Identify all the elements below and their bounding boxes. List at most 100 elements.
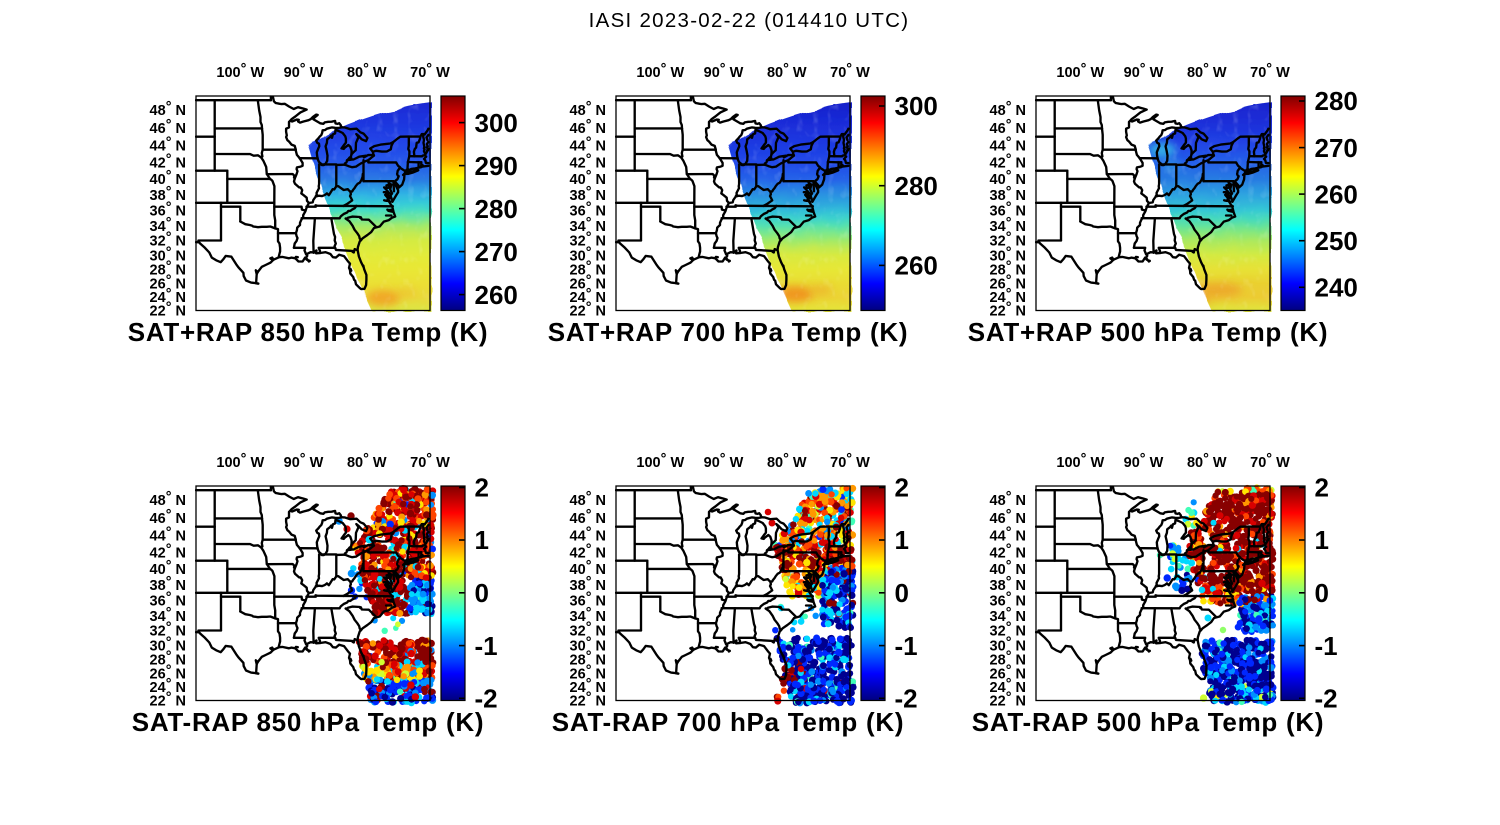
svg-text:SAT+RAP 500 hPa Temp (K): SAT+RAP 500 hPa Temp (K) [968,317,1328,347]
svg-text:100° W: 100° W [636,61,684,81]
svg-text:42° N: 42° N [150,152,186,172]
svg-text:80° W: 80° W [1187,451,1227,471]
svg-text:300: 300 [475,108,518,138]
svg-text:42° N: 42° N [150,542,186,562]
svg-text:30° N: 30° N [570,635,606,655]
svg-text:22° N: 22° N [150,690,186,710]
svg-text:80° W: 80° W [767,61,807,81]
svg-text:46° N: 46° N [570,508,606,528]
svg-text:-2: -2 [475,684,498,714]
svg-text:70° W: 70° W [410,451,450,471]
svg-text:26° N: 26° N [570,663,606,683]
svg-text:28° N: 28° N [570,649,606,669]
svg-text:34° N: 34° N [570,605,606,625]
svg-text:44° N: 44° N [990,135,1026,155]
svg-text:1: 1 [475,525,489,555]
svg-text:26° N: 26° N [990,273,1026,293]
svg-text:90° W: 90° W [704,61,744,81]
svg-text:30° N: 30° N [990,245,1026,265]
svg-text:80° W: 80° W [347,61,387,81]
svg-text:46° N: 46° N [150,508,186,528]
svg-text:28° N: 28° N [570,259,606,279]
svg-text:-2: -2 [895,684,918,714]
svg-text:40° N: 40° N [570,559,606,579]
svg-text:290: 290 [475,151,518,181]
svg-text:100° W: 100° W [216,61,264,81]
svg-text:90° W: 90° W [704,451,744,471]
svg-text:36° N: 36° N [990,590,1026,610]
svg-text:46° N: 46° N [990,118,1026,138]
svg-text:48° N: 48° N [570,99,606,119]
svg-text:32° N: 32° N [570,620,606,640]
svg-text:70° W: 70° W [830,451,870,471]
svg-text:40° N: 40° N [990,169,1026,189]
svg-text:34° N: 34° N [990,605,1026,625]
svg-text:240: 240 [1315,273,1358,303]
svg-text:42° N: 42° N [990,542,1026,562]
svg-text:46° N: 46° N [570,118,606,138]
svg-text:40° N: 40° N [150,559,186,579]
svg-text:28° N: 28° N [150,649,186,669]
svg-text:80° W: 80° W [767,451,807,471]
svg-text:0: 0 [475,578,489,608]
svg-text:34° N: 34° N [150,605,186,625]
svg-text:280: 280 [1315,86,1358,116]
svg-text:28° N: 28° N [990,649,1026,669]
svg-text:38° N: 38° N [570,575,606,595]
svg-text:90° W: 90° W [1124,61,1164,81]
svg-text:0: 0 [895,578,909,608]
svg-text:46° N: 46° N [990,508,1026,528]
svg-text:24° N: 24° N [990,287,1026,307]
svg-text:26° N: 26° N [990,663,1026,683]
svg-text:2: 2 [1315,473,1329,503]
svg-text:40° N: 40° N [990,559,1026,579]
svg-text:24° N: 24° N [570,677,606,697]
svg-text:32° N: 32° N [990,230,1026,250]
svg-text:42° N: 42° N [990,152,1026,172]
svg-text:1: 1 [895,525,909,555]
svg-text:32° N: 32° N [150,230,186,250]
svg-text:24° N: 24° N [990,677,1026,697]
svg-text:270: 270 [475,237,518,267]
svg-text:22° N: 22° N [990,690,1026,710]
svg-text:42° N: 42° N [570,542,606,562]
svg-text:30° N: 30° N [570,245,606,265]
svg-text:70° W: 70° W [410,61,450,81]
svg-text:70° W: 70° W [1250,61,1290,81]
svg-text:80° W: 80° W [1187,61,1227,81]
svg-text:22° N: 22° N [570,300,606,320]
svg-text:40° N: 40° N [150,169,186,189]
svg-text:22° N: 22° N [150,300,186,320]
svg-text:-1: -1 [475,631,498,661]
svg-text:260: 260 [475,280,518,310]
svg-text:44° N: 44° N [570,525,606,545]
svg-text:300: 300 [895,91,938,121]
svg-text:44° N: 44° N [570,135,606,155]
svg-text:2: 2 [475,473,489,503]
svg-text:24° N: 24° N [570,287,606,307]
svg-text:30° N: 30° N [150,245,186,265]
svg-text:24° N: 24° N [150,287,186,307]
svg-text:100° W: 100° W [1056,61,1104,81]
svg-text:44° N: 44° N [990,525,1026,545]
svg-text:250: 250 [1315,226,1358,256]
svg-text:SAT-RAP 500 hPa Temp (K): SAT-RAP 500 hPa Temp (K) [972,707,1324,737]
svg-text:38° N: 38° N [150,575,186,595]
svg-text:38° N: 38° N [150,185,186,205]
svg-text:26° N: 26° N [570,273,606,293]
svg-text:36° N: 36° N [570,590,606,610]
svg-text:100° W: 100° W [216,451,264,471]
svg-text:34° N: 34° N [570,215,606,235]
svg-text:38° N: 38° N [990,185,1026,205]
svg-text:280: 280 [475,194,518,224]
svg-text:90° W: 90° W [1124,451,1164,471]
svg-text:SAT+RAP 700 hPa Temp (K): SAT+RAP 700 hPa Temp (K) [548,317,908,347]
svg-text:36° N: 36° N [150,200,186,220]
svg-text:38° N: 38° N [990,575,1026,595]
svg-text:SAT-RAP 700 hPa Temp (K): SAT-RAP 700 hPa Temp (K) [552,707,904,737]
svg-text:70° W: 70° W [1250,451,1290,471]
svg-text:44° N: 44° N [150,525,186,545]
svg-text:46° N: 46° N [150,118,186,138]
svg-text:100° W: 100° W [1056,451,1104,471]
svg-text:36° N: 36° N [990,200,1026,220]
